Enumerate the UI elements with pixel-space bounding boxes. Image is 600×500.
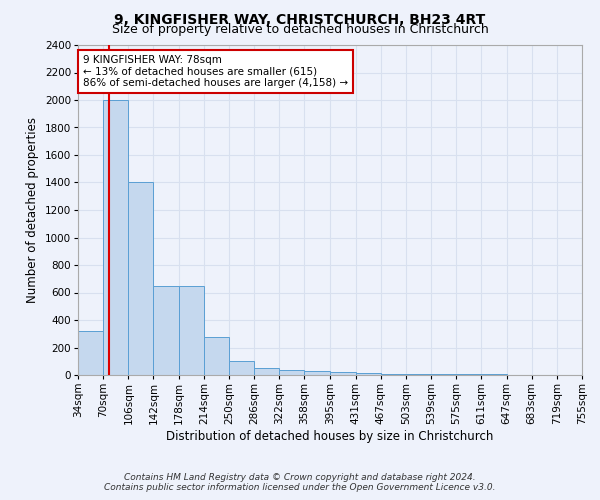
Bar [128, 182, 154, 375]
Bar [103, 100, 128, 375]
Bar [304, 371, 329, 375]
Text: Contains HM Land Registry data © Crown copyright and database right 2024.
Contai: Contains HM Land Registry data © Crown c… [104, 473, 496, 492]
Bar [356, 373, 380, 375]
Bar [431, 374, 456, 375]
Bar [406, 374, 431, 375]
Bar [380, 374, 406, 375]
Bar [254, 368, 280, 375]
Bar [229, 361, 254, 375]
Text: 9 KINGFISHER WAY: 78sqm
← 13% of detached houses are smaller (615)
86% of semi-d: 9 KINGFISHER WAY: 78sqm ← 13% of detache… [83, 55, 348, 88]
Text: Size of property relative to detached houses in Christchurch: Size of property relative to detached ho… [112, 22, 488, 36]
Y-axis label: Number of detached properties: Number of detached properties [26, 117, 39, 303]
Bar [456, 374, 481, 375]
Bar [204, 336, 229, 375]
Bar [280, 370, 304, 375]
Bar [78, 331, 103, 375]
Bar [154, 286, 179, 375]
Bar [481, 374, 506, 375]
Text: 9, KINGFISHER WAY, CHRISTCHURCH, BH23 4RT: 9, KINGFISHER WAY, CHRISTCHURCH, BH23 4R… [115, 12, 485, 26]
X-axis label: Distribution of detached houses by size in Christchurch: Distribution of detached houses by size … [166, 430, 494, 442]
Bar [179, 286, 204, 375]
Bar [331, 372, 356, 375]
